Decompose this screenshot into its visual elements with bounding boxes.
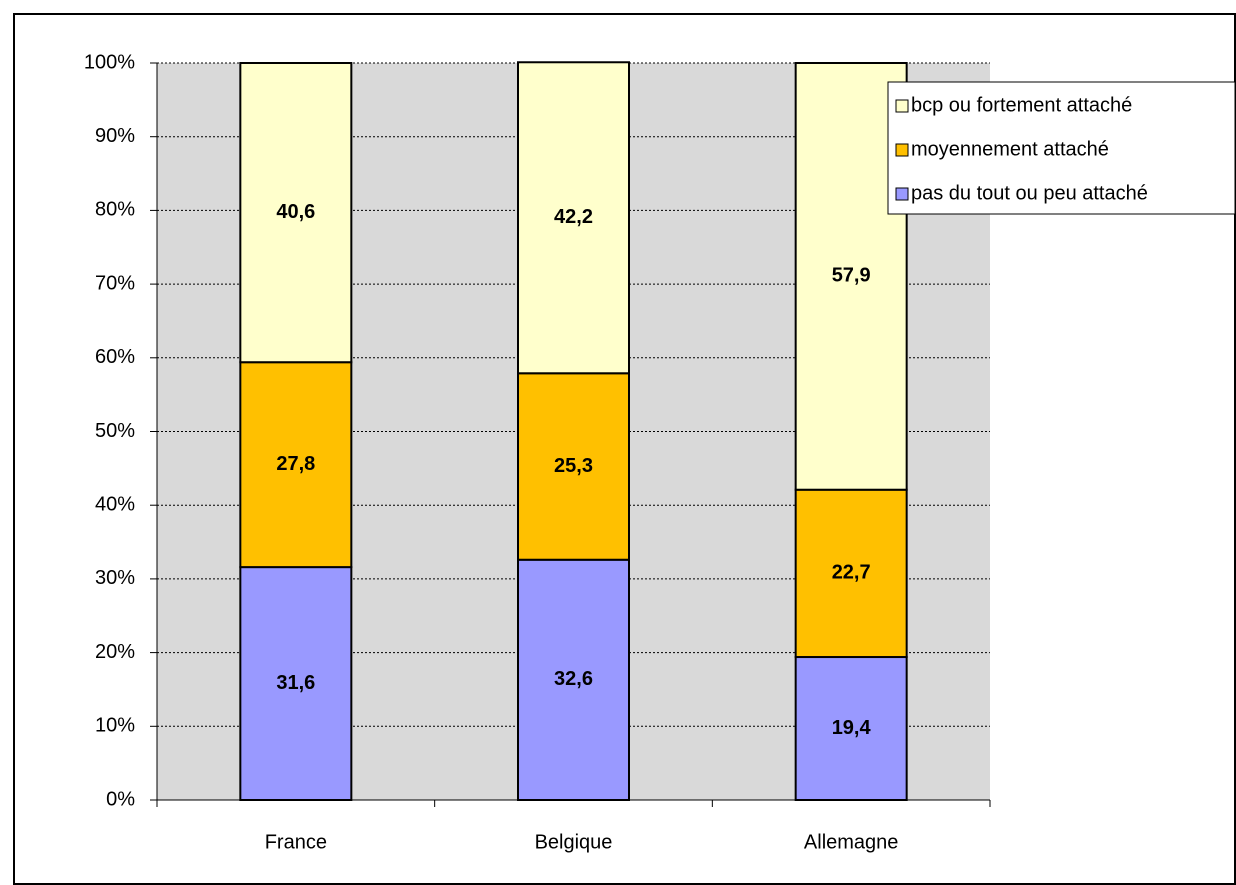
bar-segment	[239, 566, 353, 801]
data-label: 32,6	[554, 668, 593, 690]
bar-segment	[517, 372, 630, 561]
y-tick-label: 10%	[95, 715, 135, 737]
data-label: 40,6	[276, 201, 315, 223]
legend-label: bcp ou fortement attaché	[911, 94, 1132, 116]
legend-swatch	[895, 99, 909, 113]
y-tick-label: 20%	[95, 641, 135, 663]
legend-label: moyennement attaché	[911, 138, 1109, 160]
y-tick-label: 30%	[95, 567, 135, 589]
y-tick-label: 80%	[95, 199, 135, 221]
legend-swatch	[895, 143, 909, 157]
data-label: 31,6	[276, 672, 315, 694]
y-tick-label: 40%	[95, 493, 135, 515]
data-label: 27,8	[276, 453, 315, 475]
data-label: 22,7	[832, 562, 871, 584]
legend-swatch	[895, 187, 909, 201]
y-tick-label: 60%	[95, 346, 135, 368]
y-tick-label: 0%	[106, 788, 135, 810]
legend-label: pas du tout ou peu attaché	[911, 182, 1148, 204]
data-label: 25,3	[554, 455, 593, 477]
bar-segment	[517, 61, 630, 375]
x-tick-label: France	[265, 831, 327, 853]
bar-segment	[794, 656, 908, 801]
bar-segment	[239, 62, 353, 364]
x-tick-label: Allemagne	[804, 831, 899, 853]
data-label: 57,9	[832, 265, 871, 287]
y-tick-label: 90%	[95, 125, 135, 147]
y-tick-label: 70%	[95, 272, 135, 294]
data-label: 42,2	[554, 206, 593, 228]
bar-segment	[794, 488, 908, 659]
data-label: 19,4	[832, 717, 872, 739]
y-tick-label: 100%	[84, 51, 135, 73]
bar-segment	[239, 361, 353, 569]
y-tick-label: 50%	[95, 420, 135, 442]
legend-box	[887, 81, 1236, 215]
x-tick-label: Belgique	[535, 831, 613, 853]
